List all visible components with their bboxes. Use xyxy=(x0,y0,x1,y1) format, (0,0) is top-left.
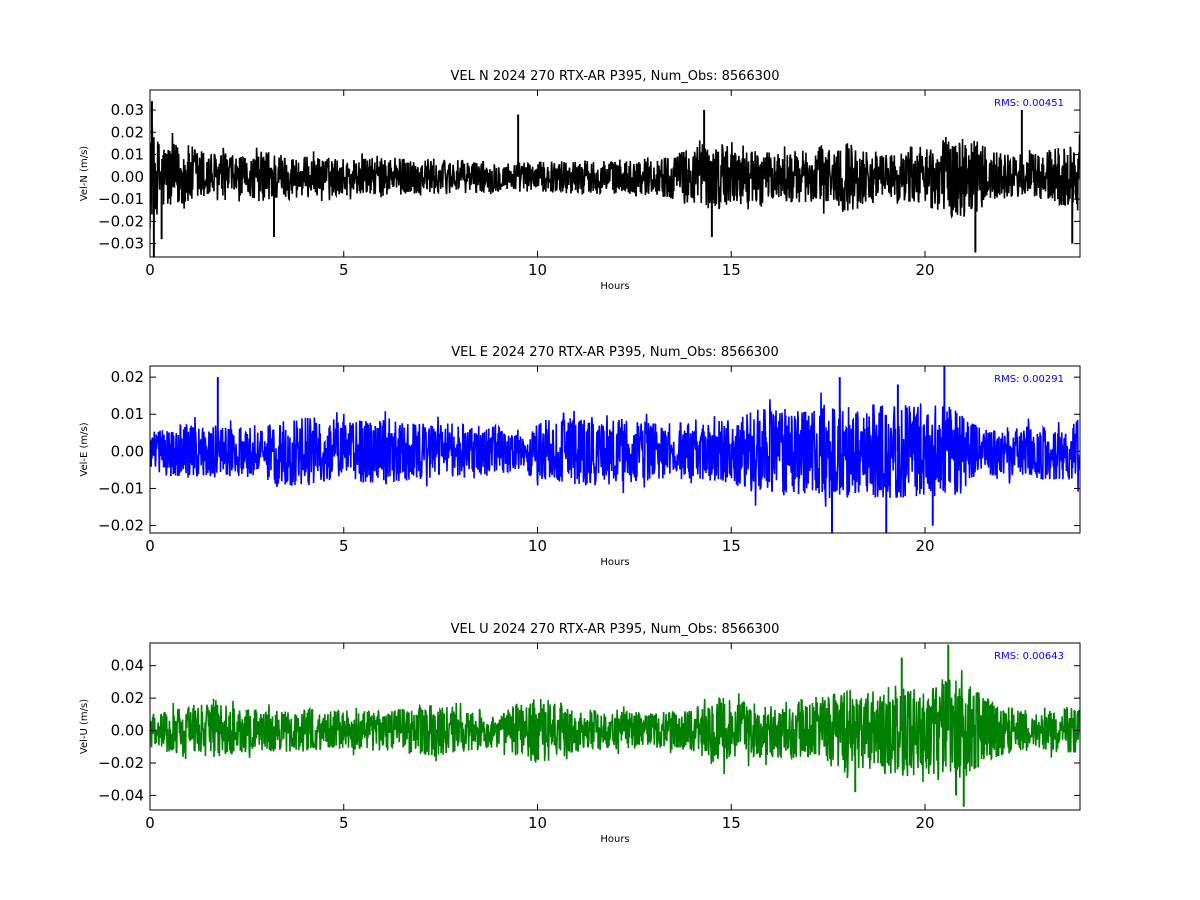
y-tick-label-2-3: −0.02 xyxy=(98,754,144,772)
x-tick-label-0-4: 20 xyxy=(915,261,934,279)
plot-frame-2 xyxy=(149,642,1081,811)
y-axis-label-1: Vel-E (m/s) xyxy=(79,422,90,476)
y-tick-label-1-1: 0.01 xyxy=(111,405,144,423)
x-axis-label-1: Hours xyxy=(600,557,629,568)
x-axis-label-2: Hours xyxy=(600,834,629,845)
y-axis-label-2: Vel-U (m/s) xyxy=(79,699,90,754)
y-tick-label-0-4: −0.01 xyxy=(98,190,144,208)
chart-title-1: VEL E 2024 270 RTX-AR P395, Num_Obs: 856… xyxy=(451,345,778,360)
y-tick-label-2-1: 0.02 xyxy=(111,689,144,707)
plot-frame-0 xyxy=(149,89,1081,258)
y-tick-label-1-3: −0.01 xyxy=(98,479,144,497)
x-tick-label-1-0: 0 xyxy=(145,537,155,555)
x-tick-label-0-2: 10 xyxy=(528,261,547,279)
y-tick-label-0-1: 0.02 xyxy=(111,123,144,141)
y-tick-label-0-3: 0.00 xyxy=(111,168,144,186)
y-tick-label-2-2: 0.00 xyxy=(111,722,144,740)
y-tick-label-2-4: −0.04 xyxy=(98,786,144,804)
x-tick-label-0-3: 15 xyxy=(722,261,741,279)
x-tick-label-2-2: 10 xyxy=(528,814,547,832)
chart-panel-0: 0 5 10 15 20 0.03 0.02 0.01 0.00 −0.01 −0.02 −0.03 V… xyxy=(79,69,1081,292)
x-tick-label-2-1: 5 xyxy=(339,814,349,832)
y-tick-label-0-2: 0.01 xyxy=(111,146,144,164)
y-axis-label-0: Vel-N (m/s) xyxy=(79,146,90,201)
x-tick-label-2-4: 20 xyxy=(915,814,934,832)
x-tick-label-1-1: 5 xyxy=(339,537,349,555)
x-tick-label-1-2: 10 xyxy=(528,537,547,555)
rms-annotation-1: RMS: 0.00291 xyxy=(994,374,1064,385)
x-tick-label-0-0: 0 xyxy=(145,261,155,279)
plot-frame-1 xyxy=(149,365,1081,534)
chart-title-2: VEL U 2024 270 RTX-AR P395, Num_Obs: 856… xyxy=(451,622,780,637)
y-tick-label-2-0: 0.04 xyxy=(111,657,144,675)
y-tick-label-0-5: −0.02 xyxy=(98,212,144,230)
rms-annotation-2: RMS: 0.00643 xyxy=(994,651,1064,662)
chart-panel-1: 0 5 10 15 20 0.02 0.01 0.00 −0.01 −0.02 VEL E 2024… xyxy=(79,345,1081,568)
y-tick-label-0-0: 0.03 xyxy=(111,101,144,119)
y-tick-label-1-2: 0.00 xyxy=(111,442,144,460)
series-line-1 xyxy=(150,392,1080,507)
series-line-0 xyxy=(150,127,1080,229)
rms-annotation-0: RMS: 0.00451 xyxy=(994,98,1064,109)
x-tick-label-1-4: 20 xyxy=(915,537,934,555)
x-tick-label-1-3: 15 xyxy=(722,537,741,555)
y-tick-label-1-4: −0.02 xyxy=(98,517,144,535)
x-tick-label-2-0: 0 xyxy=(145,814,155,832)
y-tick-label-1-0: 0.02 xyxy=(111,368,144,386)
x-tick-label-0-1: 5 xyxy=(339,261,349,279)
chart-title-0: VEL N 2024 270 RTX-AR P395, Num_Obs: 856… xyxy=(451,69,780,84)
series-line-2 xyxy=(150,670,1080,782)
x-tick-label-2-3: 15 xyxy=(722,814,741,832)
x-axis-label-0: Hours xyxy=(600,281,629,292)
chart-panel-2: 0 5 10 15 20 0.04 0.02 0.00 −0.02 −0.04 VEL U 2024… xyxy=(79,622,1081,845)
y-tick-label-0-6: −0.03 xyxy=(98,235,144,253)
